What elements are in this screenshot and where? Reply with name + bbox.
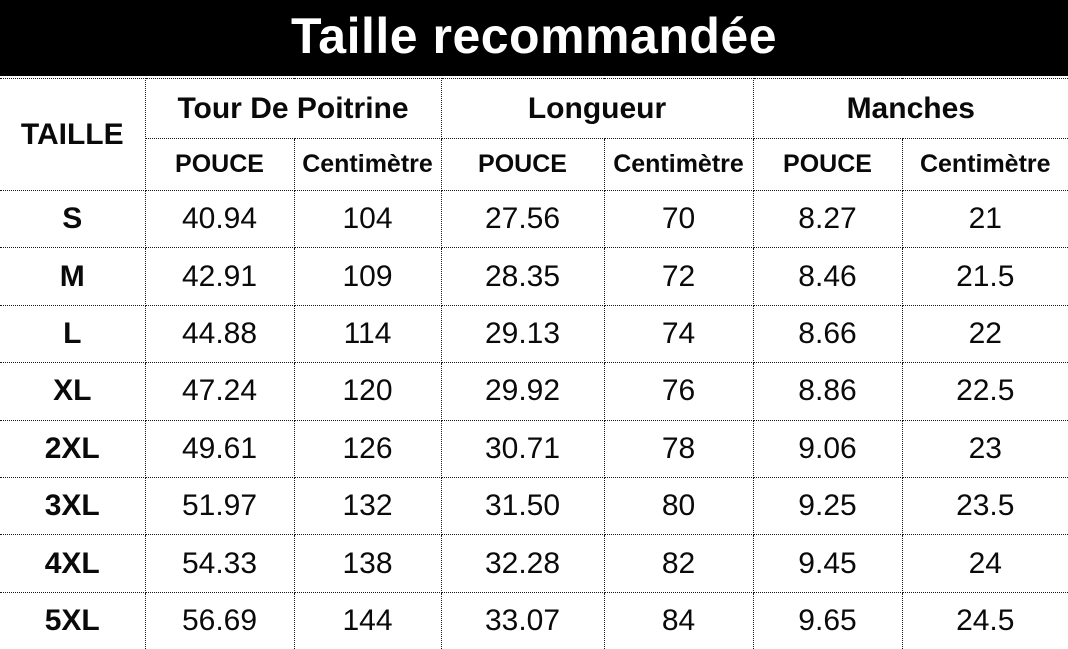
size-cell: S: [0, 189, 146, 249]
value-cell: 22.5: [901, 362, 1068, 421]
subheader-manches-pouce: POUCE: [752, 138, 903, 191]
value-cell: 9.25: [752, 477, 903, 536]
value-cell: 30.71: [440, 419, 605, 479]
value-cell: 24: [901, 534, 1068, 593]
value-cell: 76: [603, 362, 754, 421]
table-row: 2XL 49.61 126 30.71 78 9.06 23: [0, 419, 1068, 479]
value-cell: 74: [603, 304, 754, 364]
table-row: S 40.94 104 27.56 70 8.27 21: [0, 189, 1068, 249]
subheader-poitrine-centimetre: Centimètre: [293, 138, 442, 191]
value-cell: 144: [293, 591, 442, 649]
value-cell: 78: [603, 419, 754, 479]
title-bar: Taille recommandée: [0, 0, 1068, 76]
value-cell: 27.56: [440, 189, 605, 249]
value-cell: 32.28: [440, 534, 605, 593]
header-tour-de-poitrine: Tour De Poitrine: [144, 78, 442, 139]
header-group-row: TAILLE Tour De Poitrine Longueur Manches: [0, 78, 1068, 191]
value-cell: 109: [293, 247, 442, 306]
value-cell: 8.66: [752, 304, 903, 364]
size-cell: XL: [0, 362, 146, 421]
value-cell: 114: [293, 304, 442, 364]
value-cell: 126: [293, 419, 442, 479]
value-cell: 40.94: [144, 189, 295, 249]
value-cell: 132: [293, 477, 442, 536]
table-row: 4XL 54.33 138 32.28 82 9.45 24: [0, 534, 1068, 593]
value-cell: 23: [901, 419, 1068, 479]
header-sub-row: POUCE Centimètre POUCE Centimètre POUCE …: [0, 138, 1068, 191]
value-cell: 8.86: [752, 362, 903, 421]
value-cell: 44.88: [144, 304, 295, 364]
value-cell: 8.27: [752, 189, 903, 249]
value-cell: 23.5: [901, 477, 1068, 536]
subheader-longueur-pouce: POUCE: [440, 138, 605, 191]
table-row: 5XL 56.69 144 33.07 84 9.65 24.5: [0, 591, 1068, 649]
size-cell: L: [0, 304, 146, 364]
value-cell: 33.07: [440, 591, 605, 649]
value-cell: 120: [293, 362, 442, 421]
value-cell: 49.61: [144, 419, 295, 479]
value-cell: 54.33: [144, 534, 295, 593]
value-cell: 22: [901, 304, 1068, 364]
value-cell: 82: [603, 534, 754, 593]
table-row: XL 47.24 120 29.92 76 8.86 22.5: [0, 362, 1068, 421]
size-cell: 5XL: [0, 591, 146, 649]
value-cell: 47.24: [144, 362, 295, 421]
value-cell: 21.5: [901, 247, 1068, 306]
size-cell: 4XL: [0, 534, 146, 593]
subheader-longueur-centimetre: Centimètre: [603, 138, 754, 191]
value-cell: 72: [603, 247, 754, 306]
value-cell: 31.50: [440, 477, 605, 536]
size-cell: 2XL: [0, 419, 146, 479]
size-cell: M: [0, 247, 146, 306]
value-cell: 29.13: [440, 304, 605, 364]
value-cell: 9.06: [752, 419, 903, 479]
table-row: M 42.91 109 28.35 72 8.46 21.5: [0, 247, 1068, 306]
value-cell: 80: [603, 477, 754, 536]
value-cell: 8.46: [752, 247, 903, 306]
header-taille: TAILLE: [0, 78, 146, 191]
size-chart-table: TAILLE Tour De Poitrine Longueur Manches…: [0, 78, 1068, 649]
table-row: 3XL 51.97 132 31.50 80 9.25 23.5: [0, 477, 1068, 536]
value-cell: 24.5: [901, 591, 1068, 649]
header-manches: Manches: [752, 78, 1068, 139]
value-cell: 84: [603, 591, 754, 649]
value-cell: 51.97: [144, 477, 295, 536]
value-cell: 56.69: [144, 591, 295, 649]
header-longueur: Longueur: [440, 78, 754, 139]
value-cell: 9.65: [752, 591, 903, 649]
value-cell: 29.92: [440, 362, 605, 421]
subheader-manches-centimetre: Centimètre: [901, 138, 1068, 191]
size-cell: 3XL: [0, 477, 146, 536]
value-cell: 104: [293, 189, 442, 249]
subheader-poitrine-pouce: POUCE: [145, 138, 295, 191]
table-row: L 44.88 114 29.13 74 8.66 22: [0, 304, 1068, 364]
value-cell: 28.35: [440, 247, 605, 306]
value-cell: 42.91: [144, 247, 295, 306]
value-cell: 21: [901, 189, 1068, 249]
value-cell: 138: [293, 534, 442, 593]
page-title: Taille recommandée: [290, 8, 778, 64]
value-cell: 70: [603, 189, 754, 249]
value-cell: 9.45: [752, 534, 903, 593]
